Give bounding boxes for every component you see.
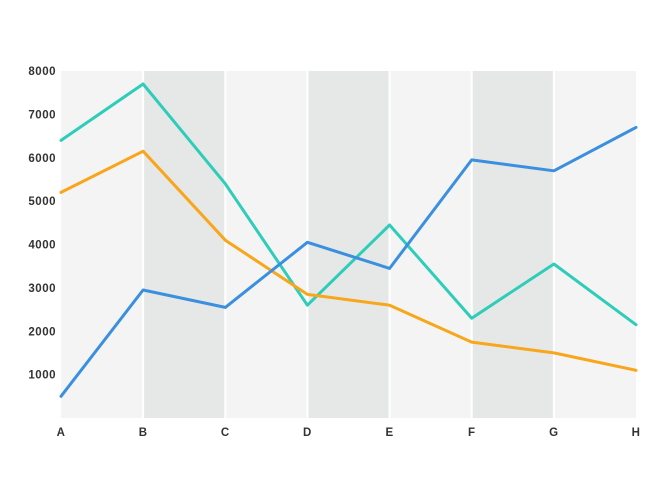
y-tick-label: 7000 xyxy=(28,109,56,121)
y-tick-label: 6000 xyxy=(28,153,56,165)
y-tick-label: 2000 xyxy=(28,326,56,338)
x-tick-label: C xyxy=(221,427,230,439)
background-band xyxy=(471,71,554,418)
x-tick-label: H xyxy=(632,427,641,439)
y-axis-tick-labels: 1000 2000 3000 4000 5000 6000 7000 8000 xyxy=(28,66,56,382)
series-lines xyxy=(59,82,638,398)
y-tick-label: 4000 xyxy=(28,240,56,252)
background-band xyxy=(553,71,636,418)
series-line-2 xyxy=(59,149,638,372)
x-tick-label: B xyxy=(139,427,148,439)
band-dividers xyxy=(142,71,555,418)
background-band xyxy=(143,71,226,418)
y-tick-label: 5000 xyxy=(28,196,56,208)
background-band xyxy=(61,71,144,418)
x-tick-label: D xyxy=(303,427,312,439)
x-tick-label: E xyxy=(385,427,393,439)
background-band xyxy=(307,71,390,418)
x-tick-label: F xyxy=(468,427,476,439)
background-bands xyxy=(61,71,636,418)
x-tick-label: A xyxy=(57,427,66,439)
y-tick-label: 1000 xyxy=(28,370,56,382)
y-tick-label: 8000 xyxy=(28,66,56,78)
y-tick-label: 3000 xyxy=(28,283,56,295)
background-band xyxy=(389,71,472,418)
series-line-3 xyxy=(59,125,638,398)
x-axis-tick-labels: A B C D E F G H xyxy=(57,427,641,439)
x-tick-label: G xyxy=(549,427,558,439)
series-line-1 xyxy=(59,82,638,327)
